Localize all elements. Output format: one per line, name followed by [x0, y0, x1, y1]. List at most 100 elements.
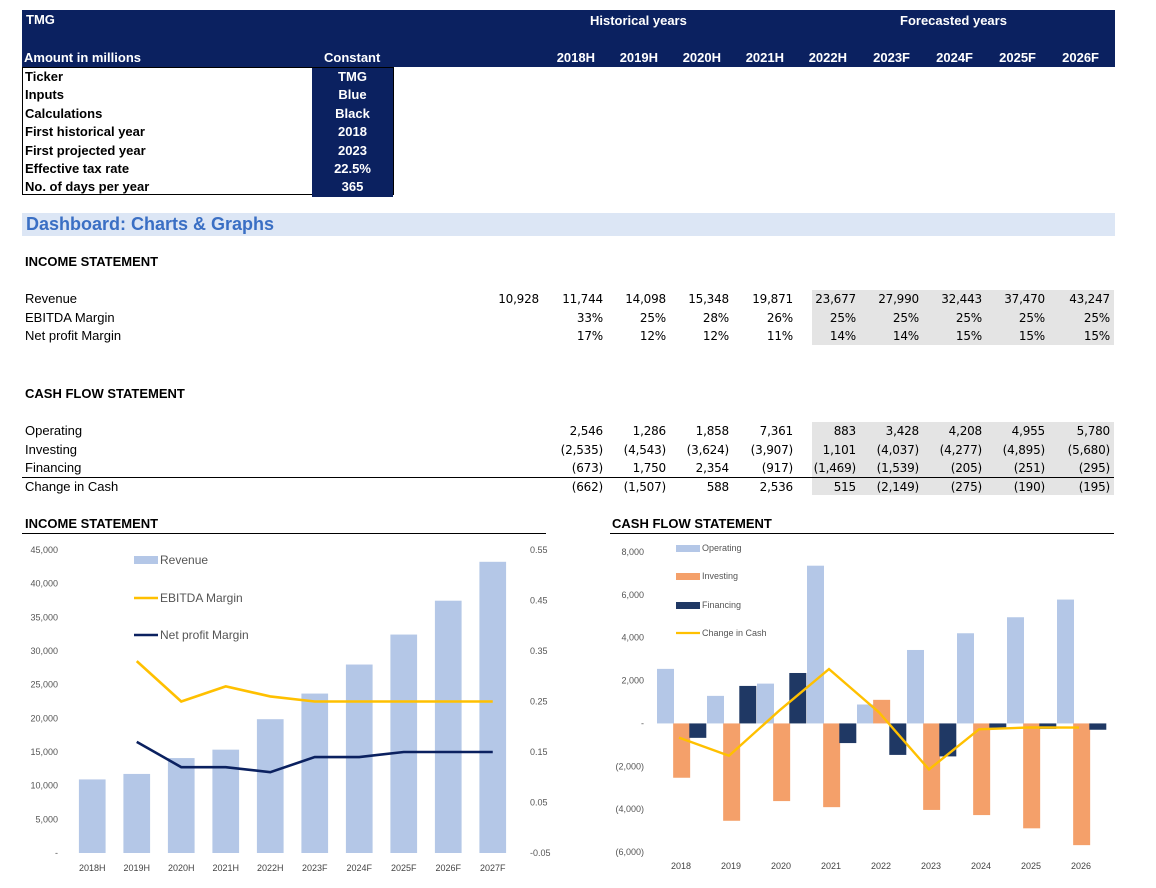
legend-swatch — [676, 545, 700, 552]
y-tick-label: 10,000 — [30, 781, 58, 791]
y-tick-label: - — [641, 718, 644, 728]
table-cell: (4,543) — [623, 442, 667, 457]
financing-bar — [789, 672, 807, 724]
year-header: 2020H — [682, 50, 721, 65]
table-cell: 5,780 — [1076, 424, 1111, 438]
y2-tick-label: 0.05 — [530, 798, 548, 808]
table-cell: 19,871 — [752, 292, 793, 306]
table-cell: 28% — [702, 310, 729, 325]
income-statement-title: INCOME STATEMENT — [25, 254, 159, 269]
cashflow-chart-rule — [610, 533, 1114, 534]
legend-swatch — [134, 556, 158, 564]
dashboard-title: Dashboard: Charts & Graphs — [22, 213, 1115, 236]
y-tick-label: - — [55, 848, 58, 858]
x-tick-label: 2025 — [1021, 861, 1041, 871]
x-tick-label: 2021H — [212, 863, 239, 873]
row-label: Change in Cash — [25, 478, 119, 494]
y2-tick-label: 0.25 — [530, 697, 548, 707]
x-tick-label: 2019 — [721, 861, 741, 871]
table-cell: 515 — [833, 479, 857, 494]
income-forecast-shade — [812, 290, 1114, 345]
table-cell: 33% — [576, 310, 603, 325]
table-cell: 11% — [766, 329, 793, 343]
assumption-value[interactable]: 22.5% — [312, 160, 393, 179]
table-cell: 10,928 — [498, 292, 539, 306]
table-cell: 12% — [639, 329, 666, 343]
x-tick-label: 2025F — [391, 863, 417, 873]
table-cell: (4,277) — [939, 442, 983, 457]
table-cell: 37,470 — [1004, 292, 1045, 306]
operating-bar — [657, 668, 674, 724]
table-cell: 12% — [702, 329, 729, 343]
assumption-row: No. of days per year 365 — [23, 178, 393, 197]
table-cell: 25% — [892, 310, 919, 325]
year-header: 2025F — [999, 50, 1036, 65]
x-tick-label: 2024 — [971, 861, 991, 871]
assumption-label: Ticker — [25, 69, 64, 84]
row-label: Net profit Margin — [25, 328, 122, 343]
table-cell: (1,539) — [876, 461, 920, 475]
y2-tick-label: 0.45 — [530, 596, 548, 606]
table-cell: 14% — [829, 329, 856, 343]
table-cell: (1,507) — [623, 479, 667, 494]
table-cell: 14,098 — [625, 292, 666, 306]
cash-flow-title: CASH FLOW STATEMENT — [25, 386, 185, 401]
y-tick-label: 15,000 — [30, 747, 58, 757]
assumption-value[interactable]: Blue — [312, 86, 393, 105]
table-cell: 2,546 — [569, 424, 604, 438]
financing-bar — [839, 723, 857, 744]
table-cell: (5,680) — [1067, 442, 1111, 457]
x-tick-label: 2026F — [435, 863, 461, 873]
assumption-value[interactable]: 2018 — [312, 123, 393, 142]
income-chart-title: INCOME STATEMENT — [25, 516, 159, 531]
y-tick-label: (2,000) — [615, 761, 644, 771]
change-in-cash-rule — [22, 477, 1114, 478]
year-header: 2021H — [745, 50, 784, 65]
y-tick-label: 4,000 — [621, 633, 644, 643]
table-cell: (1,469) — [813, 461, 857, 475]
table-cell: 25% — [955, 310, 982, 325]
table-cell: 26% — [766, 310, 793, 325]
operating-bar — [757, 683, 774, 724]
assumption-value[interactable]: TMG — [312, 68, 393, 87]
financing-bar — [739, 685, 757, 724]
assumption-value[interactable]: Black — [312, 104, 393, 124]
revenue-bar — [123, 773, 151, 853]
x-tick-label: 2020H — [168, 863, 195, 873]
table-cell: (195) — [1078, 479, 1110, 494]
assumption-value[interactable]: 365 — [312, 178, 393, 197]
income-chart-rule — [22, 533, 546, 534]
revenue-bar — [390, 634, 418, 853]
investing-bar — [1073, 723, 1091, 846]
forecasted-years-label: Forecasted years — [900, 13, 1007, 28]
x-tick-label: 2023 — [921, 861, 941, 871]
year-header: 2027F — [1125, 50, 1156, 65]
table-cell: 17% — [576, 329, 603, 343]
operating-bar — [857, 704, 874, 724]
x-tick-label: 2018H — [79, 863, 106, 873]
operating-bar — [957, 633, 974, 724]
legend-label: Net profit Margin — [160, 628, 249, 642]
row-label: Investing — [25, 441, 78, 457]
legend-swatch — [676, 602, 700, 609]
investing-bar — [873, 699, 891, 724]
table-cell: (251) — [1013, 461, 1045, 475]
income-statement-chart: - 5,000 10,000 15,000 20,000 25,000 30,000 35,0… — [30, 545, 550, 873]
table-cell: 14% — [892, 329, 919, 343]
table-cell: 43,247 — [1069, 292, 1110, 306]
y-tick-label: (4,000) — [615, 804, 644, 814]
x-tick-label: 2018 — [671, 861, 691, 871]
table-cell: 2,354 — [695, 461, 730, 475]
x-tick-label: 2027F — [480, 863, 506, 873]
assumption-label: Calculations — [25, 105, 103, 121]
assumption-value[interactable]: 2023 — [312, 141, 393, 160]
financing-bar — [1089, 723, 1107, 730]
table-cell: 15% — [1083, 329, 1110, 343]
table-cell: 1,858 — [695, 424, 730, 438]
year-header: 2022H — [808, 50, 847, 65]
table-cell: (2,149) — [876, 479, 920, 494]
y-tick-label: 5,000 — [35, 814, 58, 824]
revenue-bar — [301, 693, 329, 853]
header-band: TMG Historical years Forecasted years Am… — [22, 10, 1156, 67]
table-cell: 1,750 — [632, 461, 667, 475]
